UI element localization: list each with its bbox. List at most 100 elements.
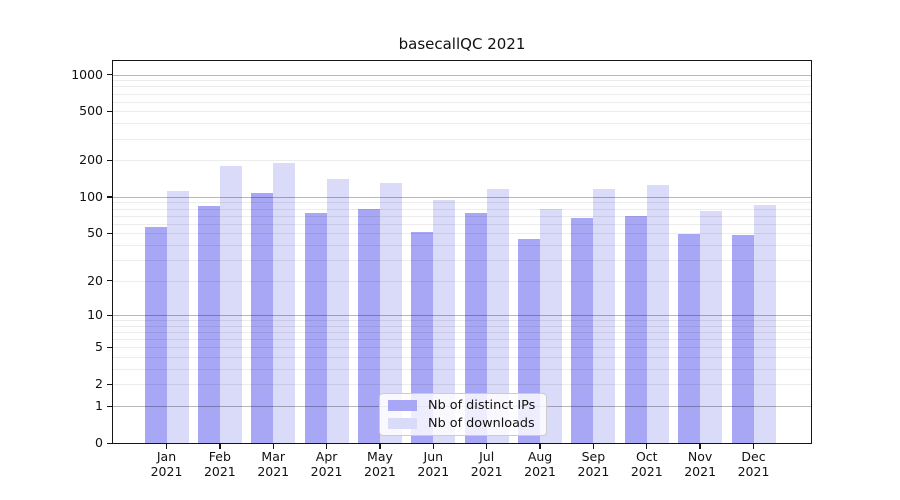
x-tick-label-nov: Nov 2021 [660,449,740,479]
x-tick-label-apr: Apr 2021 [287,449,367,479]
x-tick-label-feb: Feb 2021 [180,449,260,479]
spine-top [111,59,813,61]
y-tick-1000 [106,74,112,76]
x-tick-label-year: 2021 [364,464,396,479]
x-tick-label-month: Feb [208,449,231,464]
minor-gridline-500 [113,111,811,113]
bar-downloads-sep [593,189,616,443]
x-tick-label-year: 2021 [577,464,610,479]
minor-gridline-70 [113,215,811,217]
x-tick-may [379,444,381,449]
y-tick-label-500: 500 [79,103,103,119]
x-tick-label-jan: Jan 2021 [127,449,207,479]
bar-distinct-ips-feb [197,206,220,443]
minor-gridline-400 [113,123,811,125]
y-tick-label-50: 50 [87,225,103,241]
x-tick-label-year: 2021 [737,464,770,479]
minor-gridline-40 [113,244,811,246]
bar-downloads-nov [700,211,723,443]
minor-gridline-50 [113,233,811,235]
minor-gridline-8 [113,325,811,327]
bar-downloads-aug [540,208,563,443]
y-tick-label-200: 200 [79,152,103,168]
x-tick-label-month: May [367,449,393,464]
x-tick-label-year: 2021 [150,464,183,479]
x-tick-label-mar: Mar 2021 [233,449,313,479]
bar-downloads-mar [273,163,296,443]
chart-title: basecallQC 2021 [398,35,526,53]
x-tick-apr [325,444,328,449]
y-tick-20 [106,280,112,282]
bar-distinct-ips-oct [624,215,647,443]
x-tick-label-month: Oct [635,449,658,464]
minor-gridline-4 [113,357,811,359]
spine-bottom [111,443,813,445]
x-tick-label-month: Apr [315,449,338,464]
spine-left [111,61,113,445]
minor-gridline-5 [113,347,811,349]
bar-distinct-ips-dec [731,235,754,443]
x-tick-label-year: 2021 [470,464,503,479]
y-tick-200 [106,159,112,161]
x-tick-label-year: 2021 [630,464,663,479]
minor-gridline-600 [113,101,811,103]
minor-gridline-80 [113,208,811,210]
bar-downloads-jul [486,188,509,443]
x-tick-dec [752,444,755,449]
x-tick-jan [165,444,168,449]
minor-gridline-2 [113,384,811,386]
bar-downloads-dec [753,205,776,443]
x-tick-label-year: 2021 [257,464,290,479]
bar-downloads-oct [646,185,669,443]
x-tick-label-dec: Dec 2021 [714,449,794,479]
legend-item-downloads: Nb of downloads [380,416,546,431]
y-tick-5 [106,346,112,349]
minor-gridline-9 [113,320,811,322]
minor-gridline-3 [113,369,811,371]
minor-gridline-300 [113,138,811,140]
x-tick-sep [592,444,595,449]
x-tick-label-month: Jun [423,449,444,464]
y-tick-100 [106,196,112,198]
bar-downloads-may [379,183,402,443]
major-gridline-100 [113,196,811,198]
y-tick-0 [106,442,112,444]
x-tick-label-year: 2021 [203,464,236,479]
minor-gridline-30 [113,259,811,261]
major-gridline-1000 [113,74,811,76]
bar-distinct-ips-mar [251,193,274,443]
x-tick-label-month: Aug [527,449,553,464]
y-tick-10 [106,314,112,316]
minor-gridline-6 [113,339,811,341]
x-tick-aug [539,444,541,449]
x-tick-label-may: May 2021 [340,449,420,479]
x-tick-label-month: Dec [741,449,766,464]
x-tick-nov [699,444,701,449]
minor-gridline-20 [113,280,811,282]
minor-gridline-800 [113,86,811,88]
bar-downloads-apr [326,178,349,443]
legend-label-downloads: Nb of downloads [428,416,535,432]
bar-distinct-ips-sep [571,217,594,443]
x-tick-label-oct: Oct 2021 [607,449,687,479]
y-tick-label-10: 10 [87,307,103,323]
bar-distinct-ips-apr [304,213,327,443]
x-tick-label-sep: Sep 2021 [553,449,633,479]
x-tick-label-aug: Aug 2021 [500,449,580,479]
y-tick-label-20: 20 [87,272,103,288]
y-tick-label-5: 5 [95,339,103,355]
y-tick-label-1: 1 [95,398,103,414]
minor-gridline-200 [113,160,811,162]
bar-downloads-jan [166,190,189,443]
minor-gridline-60 [113,223,811,225]
bar-distinct-ips-jul [464,212,487,443]
y-tick-2 [106,383,112,386]
plot-area [113,61,811,443]
bar-distinct-ips-jan [144,227,167,443]
x-tick-label-month: Jan [156,449,177,464]
legend-swatch-downloads [388,418,417,430]
x-tick-oct [646,444,648,449]
y-tick-50 [106,232,112,235]
x-tick-label-month: Sep [581,449,606,464]
bar-distinct-ips-aug [518,238,541,443]
